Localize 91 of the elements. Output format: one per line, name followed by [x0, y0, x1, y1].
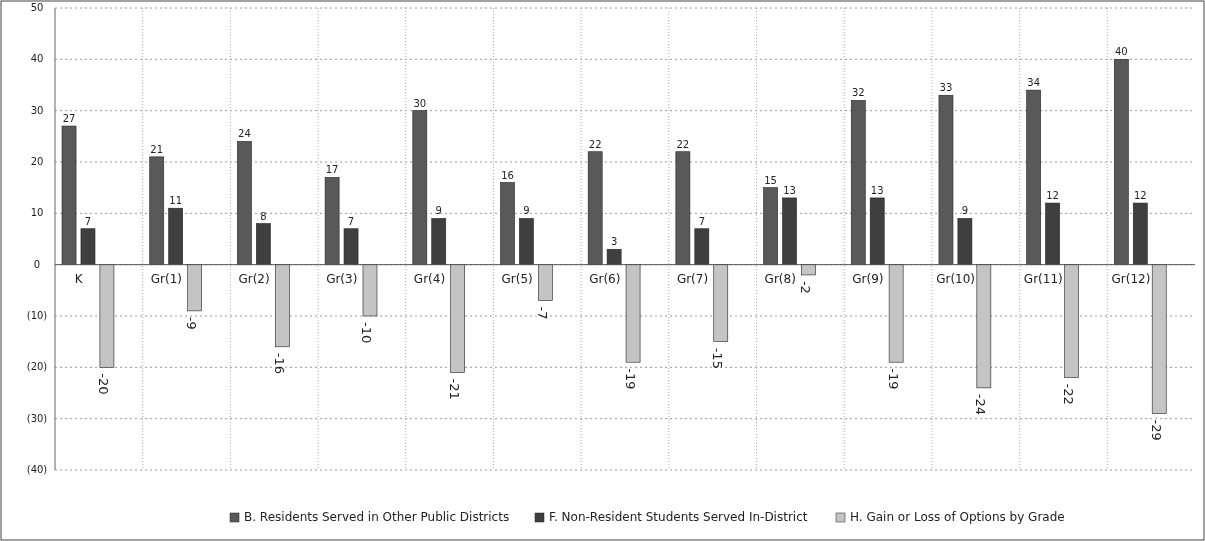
data-label: 22: [588, 138, 602, 150]
data-label: 17: [325, 164, 339, 176]
x-tick-label: Gr(7): [676, 271, 709, 286]
bar: [362, 264, 378, 317]
data-label: 15: [764, 174, 777, 186]
data-label: -15: [710, 347, 726, 369]
y-tick-label: (20): [26, 361, 48, 373]
data-label: -22: [1061, 383, 1077, 405]
legend-label: B. Residents Served in Other Public Districts: [244, 510, 510, 524]
data-label: 40: [1114, 46, 1128, 58]
bar: [256, 223, 271, 265]
bar: [713, 264, 729, 342]
y-tick-label: 10: [30, 207, 44, 219]
x-tick-label: K: [74, 271, 84, 286]
data-label: -19: [885, 368, 901, 390]
bar: [519, 218, 534, 265]
bar: [450, 264, 465, 373]
data-label: -29: [1148, 419, 1164, 441]
data-label: 7: [347, 215, 355, 227]
y-tick-label: 0: [33, 258, 41, 270]
bar: [80, 228, 96, 265]
data-label: 30: [413, 97, 427, 109]
bar: [1151, 264, 1167, 414]
data-label: 34: [1027, 77, 1041, 89]
x-tick-label: Gr(9): [852, 271, 884, 286]
bar: [538, 264, 553, 301]
bar: [1132, 202, 1148, 265]
data-label: 32: [851, 87, 865, 99]
data-label: -2: [797, 280, 813, 294]
bar: [1064, 264, 1079, 378]
data-label: -10: [359, 322, 375, 344]
x-tick-label: Gr(12): [1111, 271, 1151, 286]
data-label: 27: [62, 113, 76, 125]
x-tick-label: Gr(11): [1023, 271, 1063, 286]
data-label: 8: [260, 210, 267, 222]
bar: [99, 264, 115, 368]
y-tick-label: 40: [30, 53, 44, 65]
bar: [625, 264, 641, 363]
data-label: 13: [783, 184, 796, 196]
bar: [888, 264, 904, 363]
bar: [606, 248, 622, 265]
data-label: 16: [501, 169, 514, 181]
data-label: -16: [271, 352, 287, 375]
legend-label: F. Non-Resident Students Served In-District: [549, 510, 808, 524]
y-tick-label: (40): [26, 464, 48, 475]
data-label: -7: [534, 306, 550, 320]
bar: [801, 264, 816, 276]
data-label: 33: [939, 82, 953, 94]
data-label: 7: [698, 215, 706, 227]
data-label: 21: [150, 143, 164, 155]
bar: [694, 228, 710, 265]
data-label: -21: [447, 378, 463, 400]
bar: [782, 197, 797, 265]
y-tick-label: 50: [30, 2, 44, 13]
data-label: 3: [610, 236, 618, 248]
data-label: 24: [238, 128, 251, 140]
data-label: 9: [435, 205, 442, 217]
x-tick-label: Gr(3): [326, 271, 358, 286]
data-label: 22: [676, 138, 690, 150]
bar: [274, 264, 290, 348]
bar: [343, 228, 359, 265]
y-tick-label: (30): [26, 412, 48, 424]
data-label: -19: [622, 368, 638, 390]
bar: [1045, 202, 1060, 265]
data-label: -20: [96, 373, 112, 395]
data-label: 12: [1133, 190, 1147, 202]
legend-label: H. Gain or Loss of Options by Grade: [850, 510, 1065, 524]
x-tick-label: Gr(6): [589, 271, 621, 286]
bar: [957, 218, 973, 265]
x-tick-label: Gr(5): [501, 271, 533, 286]
data-label: 11: [169, 195, 183, 207]
data-label: 9: [961, 205, 969, 217]
data-label: -24: [973, 393, 989, 416]
x-tick-label: Gr(2): [238, 271, 270, 286]
x-tick-label: Gr(10): [936, 271, 976, 286]
bar: [431, 218, 447, 265]
y-tick-label: 20: [30, 156, 44, 167]
bar: [168, 207, 183, 265]
bar: [976, 264, 992, 389]
y-tick-label: 30: [30, 104, 44, 116]
data-label: 7: [84, 215, 92, 227]
y-tick-label: (10): [26, 310, 48, 321]
data-label: 9: [523, 205, 530, 217]
x-tick-label: Gr(4): [413, 271, 446, 286]
x-tick-label: Gr(1): [150, 271, 182, 286]
data-label: 13: [870, 184, 884, 196]
data-label: 12: [1046, 190, 1059, 202]
bar: [187, 264, 202, 312]
x-tick-label: Gr(8): [764, 271, 796, 286]
data-label: -9: [184, 316, 200, 330]
bar: [869, 197, 885, 265]
